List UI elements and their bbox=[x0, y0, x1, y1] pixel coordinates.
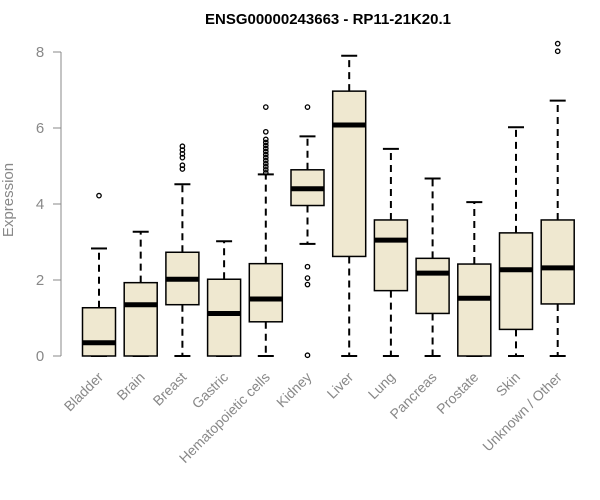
y-axis: 0 2 4 6 8 bbox=[36, 44, 62, 365]
outlier-point bbox=[554, 48, 561, 55]
outlier-point bbox=[554, 40, 561, 47]
y-tick-label: 4 bbox=[36, 196, 44, 213]
outlier-point bbox=[262, 169, 269, 176]
outlier-point bbox=[262, 136, 269, 143]
iqr-box bbox=[415, 257, 450, 315]
iqr-box bbox=[206, 278, 242, 357]
outlier-point bbox=[304, 275, 311, 281]
x-tick-label: Skin bbox=[493, 369, 524, 400]
x-tick-label: Brain bbox=[113, 369, 147, 403]
x-tick-label: Lung bbox=[365, 369, 398, 402]
outlier-point bbox=[304, 352, 311, 359]
outlier-point bbox=[262, 151, 269, 158]
outlier-point bbox=[262, 148, 269, 155]
outlier-point bbox=[262, 160, 269, 167]
iqr-box bbox=[373, 219, 409, 292]
box-liver bbox=[331, 54, 367, 357]
box-kidney bbox=[290, 104, 325, 359]
outlier-point bbox=[262, 145, 269, 152]
y-tick-label: 2 bbox=[36, 272, 44, 289]
outlier-point bbox=[262, 128, 269, 135]
chart-title: ENSG00000243663 - RP11-21K20.1 bbox=[205, 11, 451, 28]
outlier-point bbox=[304, 104, 311, 110]
iqr-box bbox=[498, 232, 534, 331]
outlier-point bbox=[179, 162, 186, 169]
outlier-point bbox=[262, 166, 269, 173]
y-tick-label: 6 bbox=[36, 120, 44, 137]
x-tick-label: Unknown / Other bbox=[479, 369, 565, 455]
iqr-box bbox=[123, 281, 158, 357]
box-pancreas bbox=[415, 177, 450, 357]
y-axis-label: Expression bbox=[0, 163, 17, 237]
outlier-point bbox=[262, 104, 269, 110]
x-tick-label: Prostate bbox=[433, 369, 481, 417]
iqr-box bbox=[248, 262, 284, 323]
outlier-point bbox=[262, 157, 269, 164]
y-tick-label: 0 bbox=[36, 348, 44, 365]
box-brain bbox=[123, 230, 158, 357]
box-prostate bbox=[457, 201, 492, 357]
box-unknown-other bbox=[540, 40, 575, 357]
box-hematopoietic-cells bbox=[248, 104, 284, 357]
box-lung bbox=[373, 147, 409, 357]
x-tick-label: Liver bbox=[324, 369, 357, 402]
y-tick-label: 8 bbox=[36, 44, 44, 61]
box-gastric bbox=[206, 240, 242, 357]
outlier-point bbox=[304, 263, 311, 270]
outlier-point bbox=[262, 139, 269, 146]
outlier-point bbox=[262, 154, 269, 161]
box-skin bbox=[498, 126, 534, 357]
outlier-point bbox=[96, 192, 102, 199]
boxes-group bbox=[81, 40, 575, 359]
iqr-box bbox=[331, 90, 367, 258]
outlier-point bbox=[262, 142, 269, 149]
iqr-box bbox=[457, 263, 492, 357]
x-tick-label: Breast bbox=[150, 369, 190, 409]
box-bladder bbox=[81, 192, 117, 357]
x-tick-label: Bladder bbox=[61, 369, 107, 415]
outlier-point bbox=[262, 163, 269, 170]
outlier-point bbox=[304, 281, 311, 288]
x-tick-label: Kidney bbox=[273, 369, 315, 411]
outlier-point bbox=[179, 143, 186, 150]
iqr-box bbox=[540, 219, 575, 305]
iqr-box bbox=[81, 306, 117, 357]
box-breast bbox=[165, 143, 200, 357]
